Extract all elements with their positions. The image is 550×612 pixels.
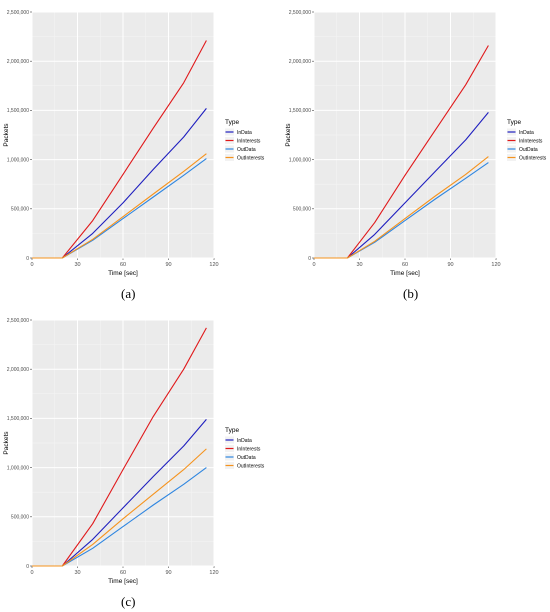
y-tick-label: 500,000 xyxy=(11,515,29,521)
x-tick-label: 0 xyxy=(30,570,33,576)
legend-label-ininterests: InInterests xyxy=(237,446,261,452)
y-tick-label: 1,500,000 xyxy=(7,416,29,422)
legend-title: Type xyxy=(507,119,521,126)
legend-title: Type xyxy=(225,119,239,126)
y-axis-label: Packets xyxy=(285,123,292,147)
legend-label-outinterests: OutInterests xyxy=(237,463,265,469)
y-tick-label: 500,000 xyxy=(11,207,29,213)
legend-label-outdata: OutData xyxy=(237,455,256,461)
legend-label-outdata: OutData xyxy=(237,147,256,153)
x-tick-label: 60 xyxy=(402,262,408,268)
y-tick-label: 1,500,000 xyxy=(7,108,29,114)
series-line-outinterests xyxy=(32,448,207,567)
x-axis-label: Time [sec] xyxy=(108,270,138,277)
caption-a: (a) xyxy=(121,286,136,301)
x-tick-label: 30 xyxy=(356,262,362,268)
line-chart-c: 0 30 60 90 120 0 500,000 1,000,000 1,500,000 2,00… xyxy=(3,318,265,585)
y-tick-label: 1,000,000 xyxy=(7,465,29,471)
y-tick-label: 1,500,000 xyxy=(289,108,311,114)
y-tick-label: 2,000,000 xyxy=(289,59,311,65)
legend-label-indata: InData xyxy=(237,438,252,444)
x-tick-label: 120 xyxy=(491,262,500,268)
y-tick-label: 2,000,000 xyxy=(7,59,29,65)
x-tick-label: 120 xyxy=(209,262,218,268)
legend-label-ininterests: InInterests xyxy=(237,138,261,144)
y-tick-label: 0 xyxy=(308,256,311,262)
caption-b: (b) xyxy=(403,286,419,301)
x-tick-label: 0 xyxy=(30,262,33,268)
x-axis-label: Time [sec] xyxy=(108,578,138,585)
y-tick-label: 500,000 xyxy=(293,207,311,213)
y-axis-label: Packets xyxy=(3,431,10,455)
y-tick-label: 0 xyxy=(26,256,29,262)
chart-panel-a: 0 30 60 90 120 0 500,000 1,000,000 1,500,000 2,00… xyxy=(0,0,268,284)
line-chart-b: 0 30 60 90 120 0 500,000 1,000,000 1,500,000 2,00… xyxy=(285,10,547,277)
y-tick-label: 1,000,000 xyxy=(289,157,311,163)
legend-label-outdata: OutData xyxy=(519,147,538,153)
legend-label-outinterests: OutInterests xyxy=(519,155,547,161)
chart-panel-b: 0 30 60 90 120 0 500,000 1,000,000 1,500,000 2,00… xyxy=(282,0,550,284)
x-tick-label: 60 xyxy=(120,262,126,268)
series-line-outinterests xyxy=(32,153,207,259)
legend-label-outinterests: OutInterests xyxy=(237,155,265,161)
y-axis-label: Packets xyxy=(3,123,10,147)
x-tick-label: 0 xyxy=(312,262,315,268)
x-tick-label: 30 xyxy=(74,262,80,268)
x-tick-label: 60 xyxy=(120,570,126,576)
x-tick-label: 90 xyxy=(165,262,171,268)
y-tick-label: 1,000,000 xyxy=(7,157,29,163)
legend-title: Type xyxy=(225,427,239,434)
legend-label-indata: InData xyxy=(237,130,252,136)
y-tick-label: 2,500,000 xyxy=(7,10,29,16)
x-tick-label: 90 xyxy=(447,262,453,268)
x-tick-label: 90 xyxy=(165,570,171,576)
chart-panel-c: 0 30 60 90 120 0 500,000 1,000,000 1,500,000 2,00… xyxy=(0,308,268,592)
line-chart-a: 0 30 60 90 120 0 500,000 1,000,000 1,500,000 2,00… xyxy=(3,10,265,277)
x-tick-label: 30 xyxy=(74,570,80,576)
y-tick-label: 2,500,000 xyxy=(289,10,311,16)
legend-label-ininterests: InInterests xyxy=(519,138,543,144)
caption-c: (c) xyxy=(121,594,136,609)
series-line-outinterests xyxy=(314,156,489,259)
x-tick-label: 120 xyxy=(209,570,218,576)
y-tick-label: 2,500,000 xyxy=(7,318,29,324)
y-tick-label: 2,000,000 xyxy=(7,367,29,373)
x-axis-label: Time [sec] xyxy=(390,270,420,277)
legend-label-indata: InData xyxy=(519,130,534,136)
y-tick-label: 0 xyxy=(26,564,29,570)
